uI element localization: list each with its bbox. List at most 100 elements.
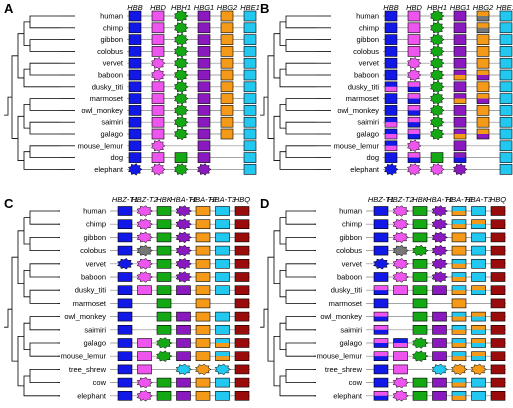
gene-mark-truncated (372, 258, 390, 270)
gene-mark-bottom (385, 122, 397, 128)
gene-mark (243, 34, 257, 45)
gene-mark (373, 325, 389, 335)
gene-mark (490, 258, 506, 269)
gene-mark (195, 258, 211, 269)
gene-mark (128, 22, 142, 34)
gene-mark (176, 325, 191, 335)
species-label: saimiri (101, 118, 123, 127)
gene-mark (215, 338, 230, 348)
gene-mark (471, 232, 486, 243)
species-label: baboon (98, 71, 123, 80)
gene-mark (373, 298, 389, 309)
gene-mark-bottom (477, 27, 489, 33)
gene-mark (243, 140, 257, 152)
gene-mark-truncated (429, 92, 445, 105)
gene-mark-top (477, 93, 489, 99)
gene-mark (234, 258, 250, 269)
gene-mark (243, 57, 257, 69)
gene-mark-truncated (194, 363, 212, 376)
gene-mark-truncated (429, 45, 445, 58)
gene-mark (128, 116, 142, 128)
gene-mark-truncated (392, 205, 410, 217)
gene-mark (234, 351, 250, 361)
gene-mark-truncated (431, 244, 449, 257)
tree-branch (285, 237, 316, 251)
tree-branch (285, 263, 316, 278)
gene-mark-truncated (173, 127, 189, 141)
gene-mark (215, 351, 230, 361)
gene-mark (174, 152, 188, 163)
gene-mark (432, 325, 447, 335)
gene-mark-truncated (392, 390, 410, 402)
species-label: gibbon (339, 233, 362, 242)
tree-branch (23, 322, 30, 350)
gene-mark-truncated (127, 163, 143, 176)
gene-mark (128, 57, 142, 69)
gene-header: HBE1 (496, 3, 513, 12)
species-label: owl_monkey (64, 312, 106, 321)
gene-mark (215, 232, 230, 243)
tree-branch (23, 104, 30, 129)
gene-mark-truncated (429, 68, 445, 82)
gene-mark (490, 338, 506, 348)
tree-branch (279, 270, 286, 298)
species-label: gibbon (356, 35, 379, 44)
gene-mark (215, 219, 230, 230)
gene-mark (151, 81, 165, 93)
gene-mark-truncated (173, 163, 189, 176)
gene-mark (432, 338, 447, 348)
gene-mark (499, 22, 513, 34)
gene-mark (499, 34, 513, 45)
gene-mark (476, 57, 490, 69)
gene-header: HBA-T1 (170, 195, 197, 204)
gene-mark-bottom (477, 16, 489, 21)
gene-mark (490, 272, 506, 282)
gene-header: HBD (150, 3, 166, 12)
gene-mark (220, 34, 234, 45)
gene-mark (451, 338, 467, 348)
gene-mark (451, 351, 467, 361)
species-label: tree_shrew (69, 365, 107, 374)
gene-mark (197, 34, 211, 45)
tree-branch (285, 210, 316, 225)
gene-mark-bottom (454, 75, 466, 80)
gene-mark-top (374, 285, 388, 291)
gene-mark (117, 338, 133, 348)
gene-mark (176, 351, 191, 361)
gene-mark (451, 232, 467, 243)
gene-mark (117, 232, 133, 243)
gene-header: HBH1 (427, 3, 447, 12)
gene-mark (373, 311, 389, 322)
gene-mark-truncated (214, 363, 232, 376)
gene-mark-bottom (477, 98, 489, 104)
gene-mark (215, 325, 230, 335)
gene-mark (195, 325, 211, 335)
gene-mark (195, 391, 211, 401)
gene-mark-truncated (383, 163, 399, 176)
gene-mark-truncated (173, 80, 189, 94)
gene-mark-bottom (452, 211, 466, 216)
species-label: owl_monkey (337, 106, 379, 115)
tree-branch (29, 289, 60, 304)
gene-mark-bottom (471, 290, 486, 295)
gene-mark (195, 219, 211, 230)
gene-mark (234, 245, 250, 256)
gene-mark (384, 116, 398, 128)
gene-mark (243, 22, 257, 34)
gene-mark (128, 128, 142, 140)
gene-mark (384, 152, 398, 163)
tree-branch (29, 98, 60, 111)
gene-mark (499, 57, 513, 69)
species-label: dog (366, 153, 379, 162)
gene-mark (128, 46, 142, 57)
gene-mark-top (471, 219, 486, 225)
gene-mark-bottom (452, 290, 466, 295)
tree-branch (11, 256, 18, 362)
gene-mark-truncated (429, 115, 445, 129)
tree-branch (17, 33, 24, 79)
gene-mark-truncated (392, 231, 410, 244)
gene-mark (384, 46, 398, 57)
gene-mark (215, 206, 230, 216)
gene-mark (384, 57, 398, 69)
gene-mark-truncated (429, 33, 445, 46)
